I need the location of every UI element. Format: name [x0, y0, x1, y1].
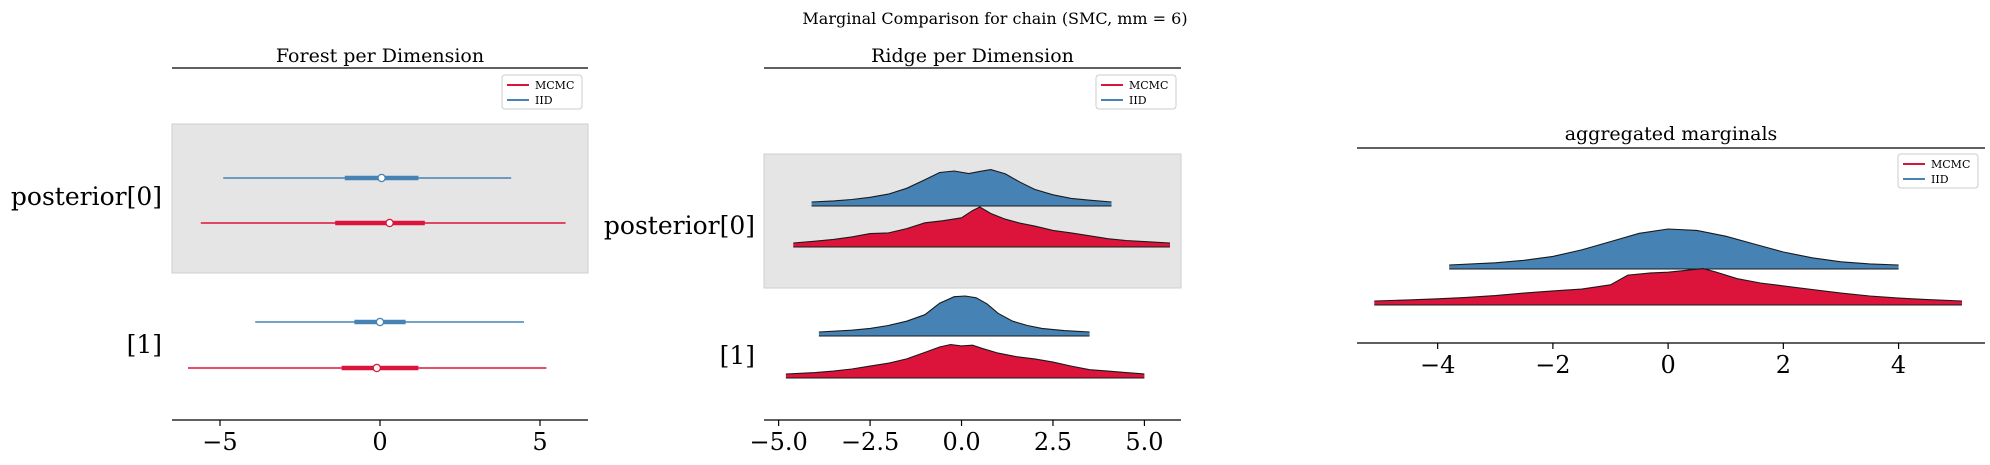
ridge-density-fill	[811, 169, 1112, 206]
ridge-density-outline	[811, 169, 1112, 203]
forest-panel: Forest per Dimension −5 0 5 posterior[0] [1]…	[11, 45, 589, 456]
x-tick-label: 0	[1660, 351, 1675, 379]
x-tick-label: −5.0	[749, 428, 807, 456]
ridge-density-fill	[793, 207, 1170, 247]
legend-label: MCMC	[1931, 158, 1970, 171]
ridge-density-outline	[785, 343, 1145, 375]
x-tick-label: 4	[1891, 351, 1906, 379]
aggregated-panel: aggregated marginals −4 −2 0 2 4 MCMC IID	[1357, 123, 1985, 379]
x-tick-label: 2	[1776, 351, 1791, 379]
legend: MCMC IID	[1095, 74, 1177, 110]
x-tick-label: −4	[1420, 351, 1455, 379]
ridge-density-outline	[793, 206, 1171, 244]
ridge-panel: Ridge per Dimension −5.0 −2.5 0.0 2.5 5.0 pos…	[604, 45, 1182, 456]
legend-label: IID	[1931, 173, 1949, 186]
legend-label: MCMC	[1129, 79, 1168, 92]
ridge-density-fill	[785, 344, 1145, 378]
legend: MCMC IID	[501, 74, 583, 110]
dimension-label: [1]	[127, 330, 162, 359]
legend-label: MCMC	[535, 79, 574, 92]
ridge-density-outline	[818, 295, 1090, 333]
x-tick-label: −2	[1535, 351, 1570, 379]
x-tick-label: 0.0	[942, 428, 980, 456]
forest-median-point	[377, 173, 386, 183]
x-tick-label: −2.5	[841, 428, 899, 456]
dimension-band	[171, 123, 589, 274]
forest-median-point	[372, 363, 382, 373]
x-tick-label: 5	[532, 428, 547, 456]
ridge-density-fill	[818, 296, 1090, 336]
legend-label: IID	[535, 94, 553, 107]
figure-suptitle: Marginal Comparison for chain (SMC, mm =…	[802, 9, 1187, 28]
x-tick-label: −5	[202, 428, 237, 456]
ridge-title: Ridge per Dimension	[871, 45, 1074, 67]
forest-median-point	[375, 317, 385, 327]
ridge-density-fill	[1449, 229, 1899, 269]
ridge-density-outline	[1449, 228, 1899, 266]
x-tick-label: 5.0	[1125, 428, 1163, 456]
ridge-density-fill	[1374, 268, 1962, 305]
dimension-label: [1]	[720, 341, 755, 370]
legend-label: IID	[1129, 94, 1147, 107]
x-tick-label: 2.5	[1034, 428, 1072, 456]
ridge-density-outline	[1374, 268, 1963, 302]
aggregated-title: aggregated marginals	[1565, 123, 1778, 145]
forest-title: Forest per Dimension	[276, 45, 484, 67]
forest-median-point	[385, 218, 394, 228]
dimension-label: posterior[0]	[604, 211, 755, 240]
legend: MCMC IID	[1897, 153, 1979, 189]
dimension-label: posterior[0]	[11, 182, 162, 211]
x-tick-label: 0	[372, 428, 387, 456]
